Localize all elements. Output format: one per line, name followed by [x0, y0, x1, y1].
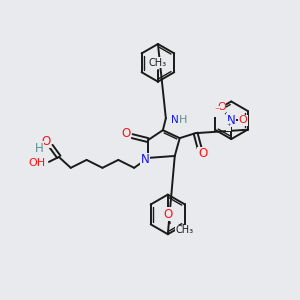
Text: O: O	[198, 148, 207, 160]
Text: NH: NH	[171, 115, 186, 125]
Text: ⁻: ⁻	[215, 106, 220, 116]
Text: H: H	[178, 115, 187, 125]
Text: ⁺: ⁺	[226, 122, 230, 131]
Text: N: N	[227, 114, 236, 127]
Text: OH: OH	[28, 158, 46, 168]
Text: O: O	[41, 135, 51, 148]
Text: O: O	[122, 127, 131, 140]
Text: H: H	[35, 142, 44, 154]
Text: N: N	[141, 153, 149, 167]
Text: CH₃: CH₃	[149, 58, 167, 68]
Text: O: O	[217, 102, 226, 112]
Text: CH₃: CH₃	[176, 225, 194, 235]
Text: O: O	[239, 115, 248, 125]
Text: O: O	[163, 208, 172, 221]
